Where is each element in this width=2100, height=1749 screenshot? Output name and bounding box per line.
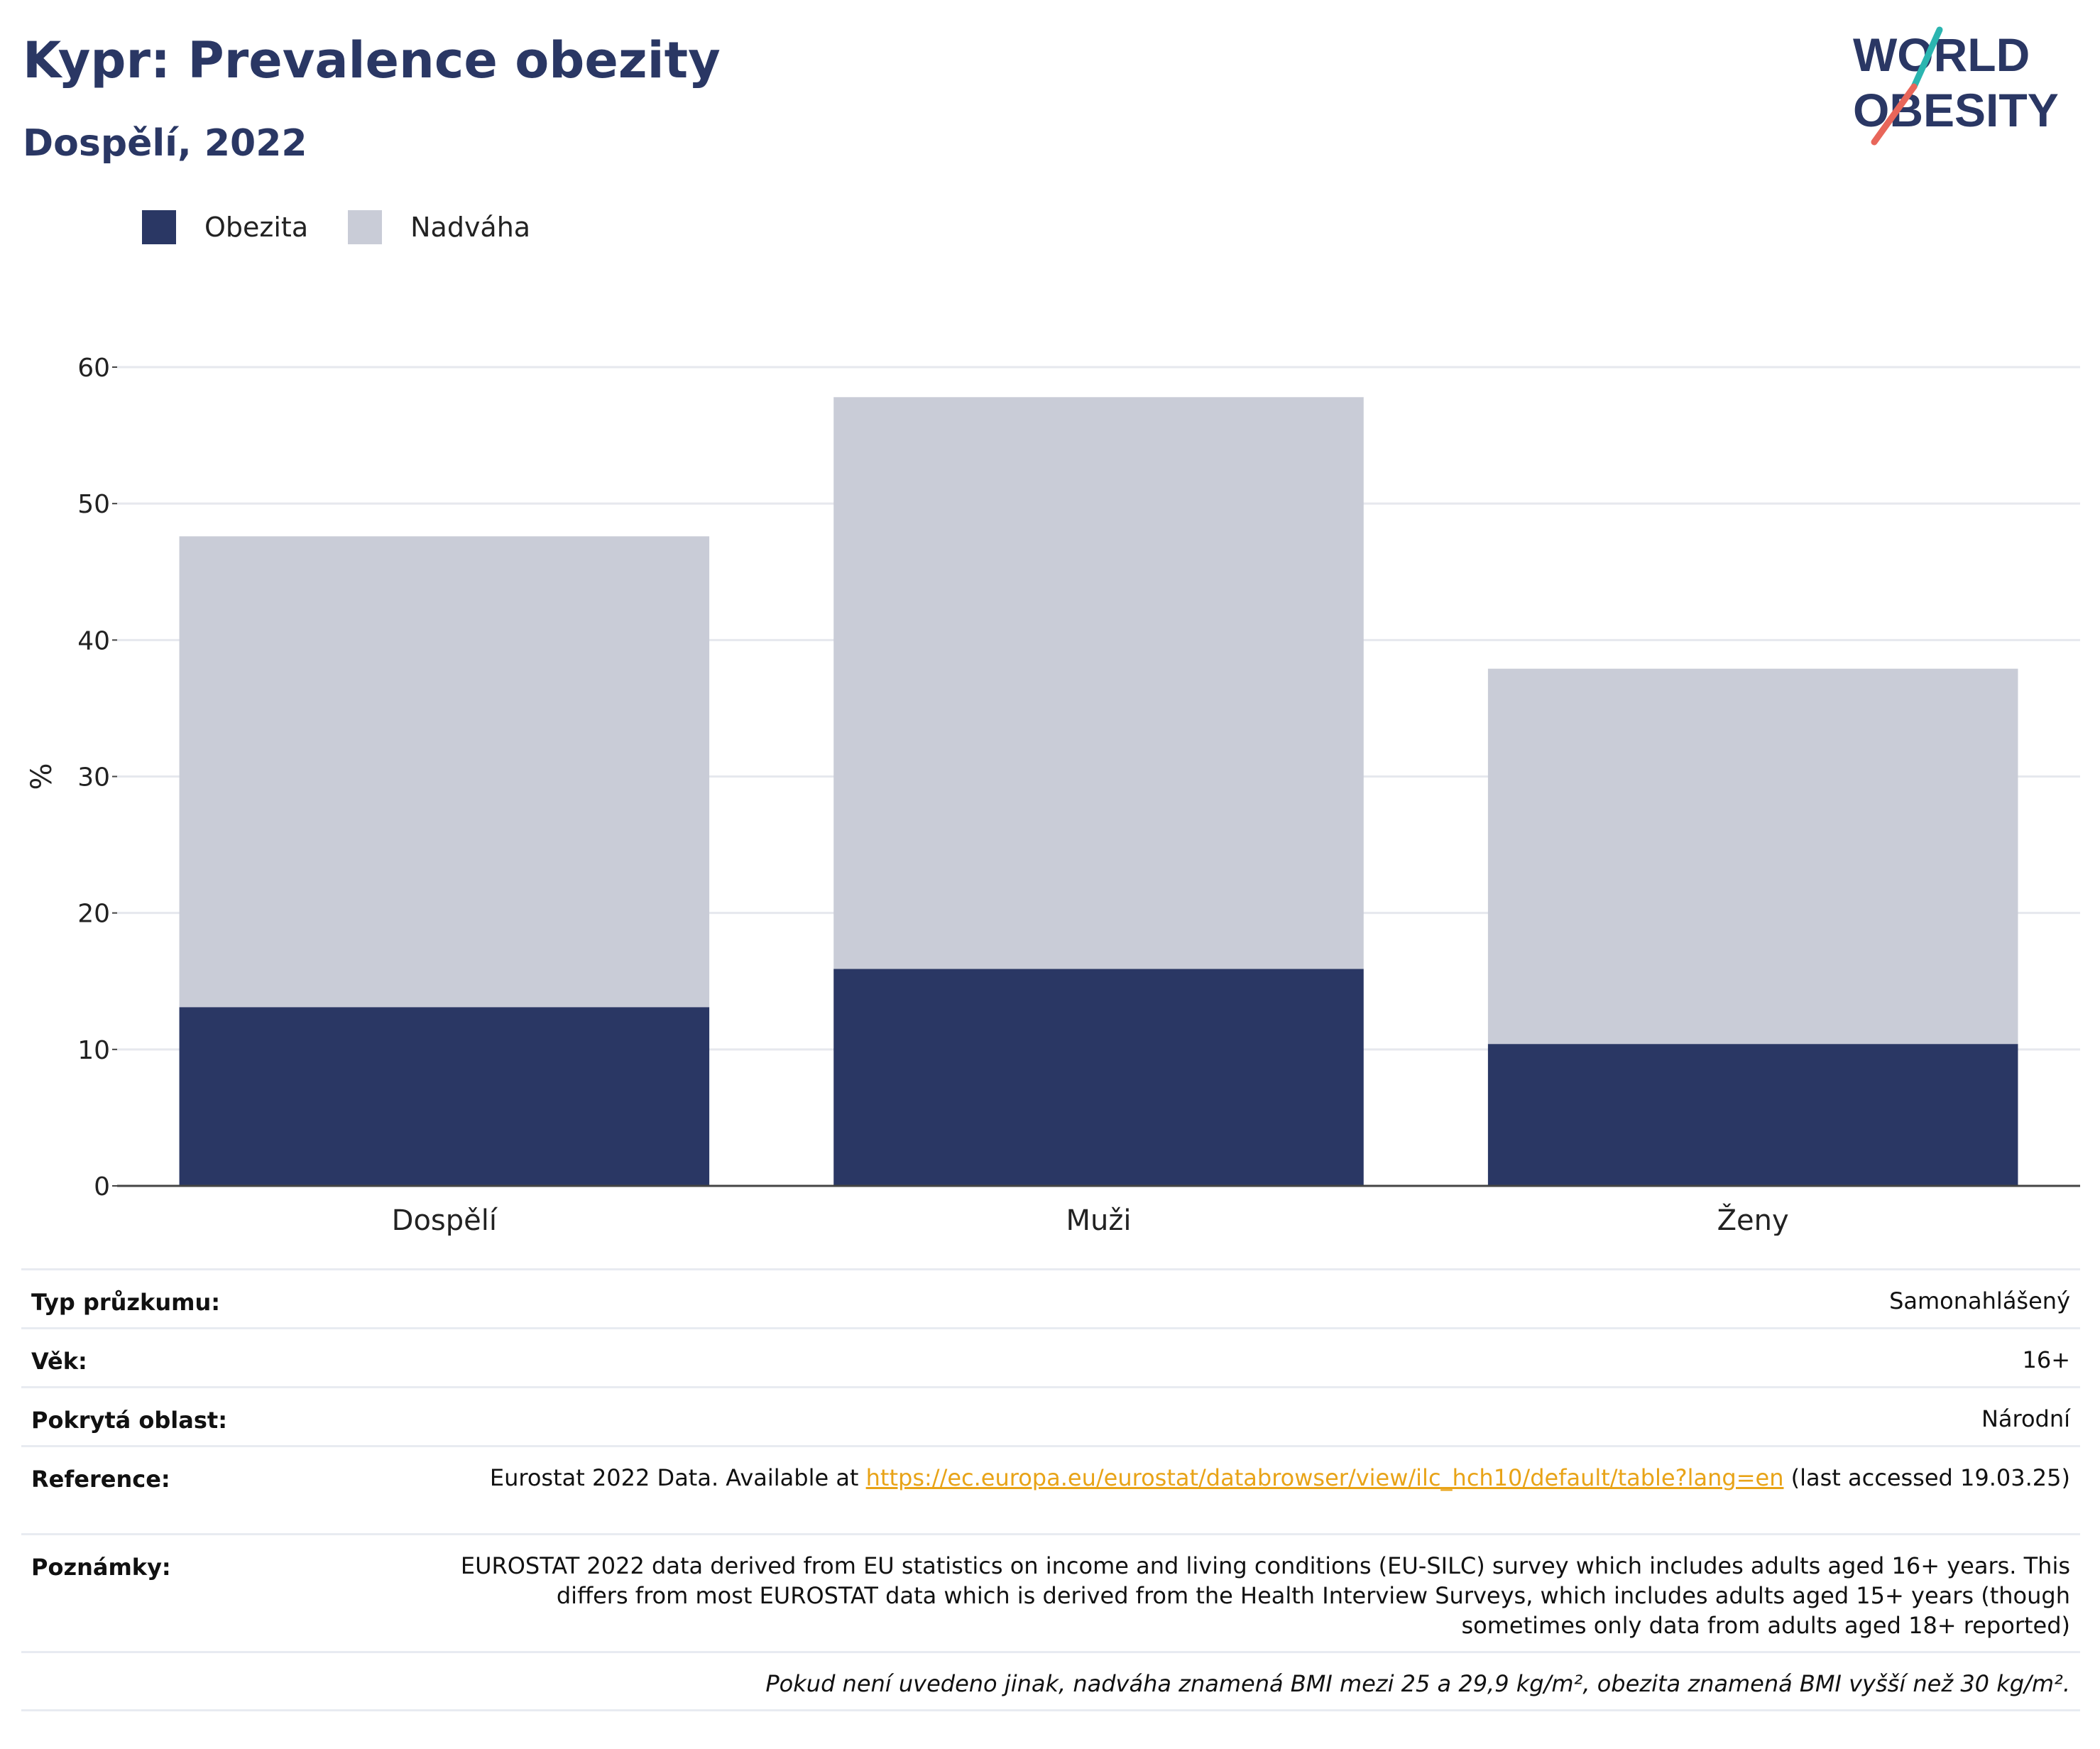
info-row-reference: Reference: Eurostat 2022 Data. Available… [21, 1445, 2080, 1535]
reference-suffix: (last accessed 19.03.25) [1790, 1464, 2070, 1491]
legend-label-nadvaha: Nadváha [410, 212, 531, 243]
bar-chart: 0 10 20 30 40 50 60% Dospělí Muži Ženy [26, 354, 2080, 1236]
survey-label: Typ průzkumu: [21, 1268, 433, 1329]
x-tick-label: Dospělí [392, 1204, 498, 1236]
x-tick-label: Ženy [1717, 1203, 1789, 1236]
info-row-survey: Typ průzkumu: Samonahlášený [21, 1268, 2080, 1329]
info-row-area: Pokrytá oblast: Národní [21, 1386, 2080, 1446]
world-obesity-logo: WORLD OBESITY [1853, 26, 2059, 146]
legend-label-obezita: Obezita [204, 212, 309, 243]
age-label: Věk: [21, 1327, 433, 1388]
notes-value: EUROSTAT 2022 data derived from EU stati… [433, 1533, 2080, 1652]
logo-line1: WORLD [1853, 28, 2030, 81]
logo-slash-top [1910, 26, 1943, 90]
y-tick-label: 60 [77, 354, 110, 383]
legend-swatch-nadvaha [348, 210, 383, 244]
logo-slash-bottom [1871, 83, 1918, 146]
bar-obezita-1 [833, 969, 1364, 1186]
chart-legend: Obezita Nadváha [142, 210, 570, 244]
area-label: Pokrytá oblast: [21, 1386, 433, 1446]
bar-nadvha-0 [179, 536, 710, 1008]
reference-label: Reference: [21, 1445, 433, 1535]
y-tick-label: 30 [77, 763, 110, 792]
info-row-age: Věk: 16+ [21, 1327, 2080, 1388]
y-axis-title: % [26, 763, 58, 790]
x-tick-label: Muži [1066, 1204, 1132, 1236]
y-tick-label: 0 [94, 1172, 110, 1202]
chart-subtitle: Dospělí, 2022 [23, 122, 307, 165]
bar-nadvha-2 [1487, 668, 2018, 1045]
age-value: 16+ [433, 1327, 2080, 1388]
info-row-notes: Poznámky: EUROSTAT 2022 data derived fro… [21, 1533, 2080, 1652]
footnote: Pokud není uvedeno jinak, nadváha znamen… [21, 1651, 2080, 1711]
reference-value: Eurostat 2022 Data. Available at https:/… [433, 1445, 2080, 1535]
legend-item-obezita[interactable]: Obezita [142, 210, 308, 244]
notes-label: Poznámky: [21, 1533, 433, 1652]
reference-prefix: Eurostat 2022 Data. Available at [489, 1464, 859, 1491]
y-tick-label: 50 [77, 490, 110, 519]
bar-obezita-2 [1487, 1044, 2018, 1186]
bar-nadvha-1 [833, 397, 1364, 969]
y-tick-label: 40 [77, 626, 110, 655]
area-value: Národní [433, 1386, 2080, 1446]
bar-obezita-0 [179, 1007, 710, 1186]
survey-value: Samonahlášený [433, 1268, 2080, 1329]
legend-item-nadvaha[interactable]: Nadváha [348, 210, 530, 244]
info-row-footnote: Pokud není uvedeno jinak, nadváha znamen… [21, 1651, 2080, 1711]
y-tick-label: 20 [77, 900, 110, 929]
chart-title: Kypr: Prevalence obezity [23, 31, 721, 89]
reference-link[interactable]: https://ec.europa.eu/eurostat/databrowse… [865, 1464, 1784, 1491]
legend-swatch-obezita [142, 210, 176, 244]
y-tick-label: 10 [77, 1036, 110, 1065]
info-table: Typ průzkumu: Samonahlášený Věk: 16+ Pok… [21, 1268, 2080, 1711]
